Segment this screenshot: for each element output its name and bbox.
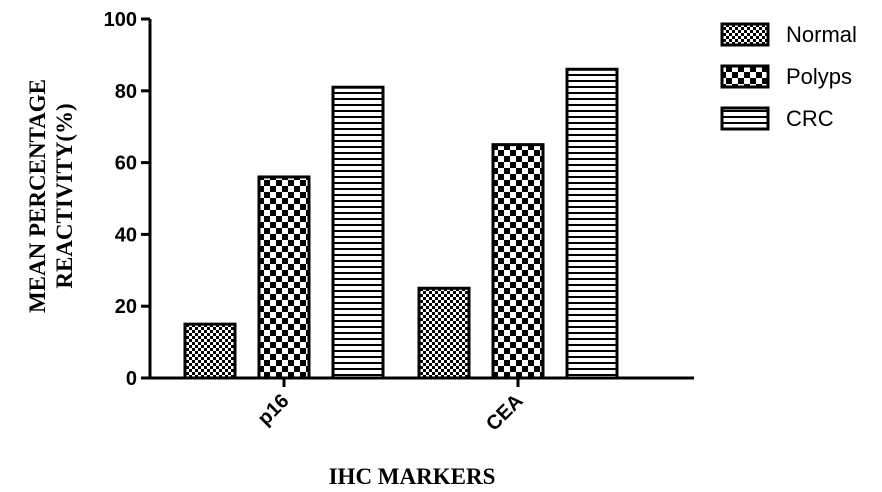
legend-label-polyps: Polyps	[786, 64, 852, 89]
bar-polyps-cea	[491, 143, 545, 380]
legend-label-normal: Normal	[786, 22, 857, 47]
y-tick-label: 0	[126, 368, 137, 390]
y-axis-title-line1: MEAN PERCENTAGE	[25, 79, 50, 313]
x-tick-label: p16	[254, 390, 294, 430]
bar-polyps-p16	[257, 175, 311, 380]
axes: 0 20 40 60 80 100	[104, 9, 694, 390]
bar-crc-p16	[331, 85, 385, 380]
y-tick-label: 80	[115, 81, 137, 103]
legend-swatch-normal	[720, 22, 770, 47]
bar-normal-p16	[183, 322, 237, 380]
legend-swatch-crc	[720, 106, 770, 131]
y-tick-label: 60	[115, 153, 137, 175]
y-tick-label: 40	[115, 224, 137, 246]
y-axis-title-line2: REACTIVITY(%)	[52, 103, 77, 288]
bar-normal-cea	[417, 286, 471, 380]
legend-swatch-polyps	[720, 64, 770, 89]
bars	[183, 67, 619, 380]
legend-label-crc: CRC	[786, 106, 834, 131]
y-tick-label: 100	[104, 9, 137, 31]
bar-crc-cea	[565, 67, 619, 380]
x-tick-label: CEA	[482, 390, 527, 435]
category-labels: p16 CEA	[254, 390, 528, 435]
x-axis-title: IHC MARKERS	[329, 464, 496, 489]
y-tick-label: 20	[115, 296, 137, 318]
legend: Normal Polyps CRC	[720, 22, 857, 131]
